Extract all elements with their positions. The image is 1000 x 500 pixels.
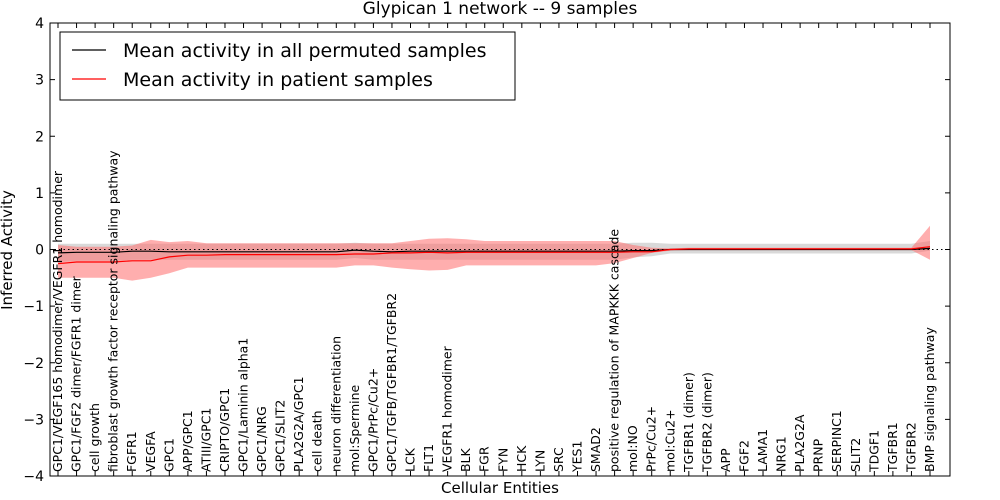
category-label: BLK — [458, 447, 473, 472]
category-label: TGFBR2 (dimer) — [699, 372, 714, 473]
category-label: FLT1 — [421, 444, 436, 472]
category-label: fibroblast growth factor receptor signal… — [106, 150, 121, 472]
y-axis-label: Inferred Activity — [0, 190, 16, 310]
category-label: positive regulation of MAPKKK cascade — [607, 229, 622, 472]
y-tick-label: −4 — [23, 469, 44, 485]
category-label: LAMA1 — [755, 429, 770, 472]
y-tick-label: 4 — [35, 16, 44, 32]
legend-box — [59, 31, 516, 101]
category-label: mol:NO — [625, 425, 640, 472]
y-tick-label: 1 — [35, 186, 44, 202]
category-label: SRC — [551, 447, 566, 472]
category-label: TGFBR2 — [903, 422, 918, 473]
category-labels: GPC1/VEGF165 homodimer/VEGFR1 homodimer G… — [50, 23, 937, 476]
category-label: GPC1/TGFB/TGFBR1/TGFBR2 — [384, 293, 399, 472]
category-label: GPC1 — [161, 438, 176, 472]
category-label: SERPINC1 — [829, 410, 844, 472]
category-label: PrPc/Cu2+ — [644, 406, 659, 472]
category-label: PLA2G2A/GPC1 — [291, 376, 306, 472]
category-label: LCK — [403, 447, 418, 472]
y-tick-label: −2 — [23, 356, 44, 372]
category-label: FGF2 — [736, 440, 751, 472]
category-label: SMAD2 — [588, 427, 603, 472]
category-label: YES1 — [569, 441, 584, 473]
y-axis-ticks: −4 −3 −2 −1 0 1 2 3 4 — [23, 16, 950, 485]
category-label: GPC1/VEGF165 homodimer/VEGFR1 homodimer — [50, 170, 65, 472]
category-label: PRNP — [811, 438, 826, 472]
category-label: ATIII/GPC1 — [198, 408, 213, 472]
plot-area — [50, 225, 950, 281]
category-label: mol:Spermine — [347, 384, 362, 472]
category-label: TGFBR1 (dimer) — [681, 372, 696, 473]
y-tick-label: 3 — [35, 73, 44, 89]
category-label: FGR — [477, 446, 492, 472]
x-axis-label: Cellular Entities — [441, 479, 559, 497]
legend-label-permuted: Mean activity in all permuted samples — [123, 40, 486, 62]
category-label: APP/GPC1 — [180, 410, 195, 472]
y-tick-label: −1 — [23, 299, 44, 315]
category-label: TGFBR1 — [885, 422, 900, 473]
category-label: mol:Cu2+ — [662, 409, 677, 472]
category-label: neuron differentiation — [328, 336, 343, 472]
category-label: cell death — [310, 410, 325, 472]
category-label: APP — [718, 448, 733, 472]
category-label: BMP signaling pathway — [922, 327, 937, 472]
category-label: GPC1/SLIT2 — [273, 400, 288, 472]
category-label: GPC1/FGF2 dimer/FGFR1 dimer — [69, 275, 84, 472]
category-label: VEGFR1 homodimer — [440, 345, 455, 472]
category-label: FYN — [495, 448, 510, 472]
category-label: GPC1/PrPc/Cu2+ — [365, 368, 380, 472]
category-label: VEGFA — [143, 431, 158, 472]
category-label: NRG1 — [774, 436, 789, 472]
category-label: GPC1/NRG — [254, 406, 269, 472]
category-label: cell growth — [87, 403, 102, 472]
category-label: HCK — [514, 445, 529, 472]
y-tick-label: 0 — [35, 243, 44, 259]
legend-label-patient: Mean activity in patient samples — [123, 69, 433, 91]
band-patient — [58, 225, 930, 281]
legend: Mean activity in all permuted samples Me… — [59, 31, 516, 101]
category-label: PLA2G2A — [792, 414, 807, 472]
category-label: GPC1/Laminin alpha1 — [236, 338, 251, 472]
category-label: LYN — [532, 450, 547, 472]
plot-frame — [49, 22, 951, 477]
category-label: SLIT2 — [848, 438, 863, 472]
series-line-patient — [57, 246, 931, 265]
y-tick-label: 2 — [35, 129, 44, 145]
category-label: FGFR1 — [124, 431, 139, 472]
category-label: CRIPTO/GPC1 — [217, 388, 232, 472]
category-label: TDGF1 — [866, 430, 881, 473]
chart-title: Glypican 1 network -- 9 samples — [363, 0, 638, 19]
y-tick-label: −3 — [23, 412, 44, 428]
